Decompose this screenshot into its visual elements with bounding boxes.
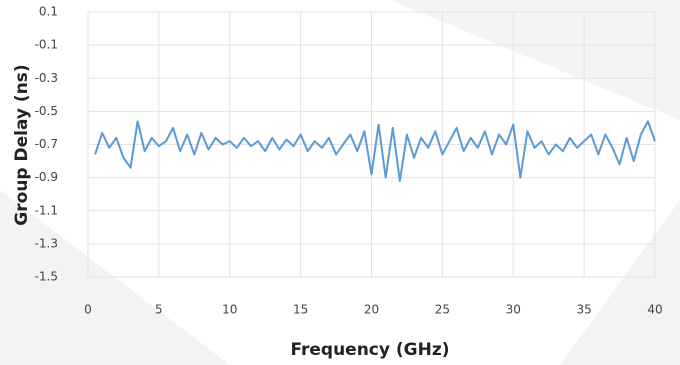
x-tick-label: 20: [364, 303, 379, 317]
x-tick-label: 10: [222, 303, 237, 317]
y-tick-label: -0.9: [35, 170, 58, 184]
x-tick-label: 5: [155, 303, 163, 317]
y-tick-label: -0.1: [35, 38, 58, 52]
y-tick-label: -1.3: [35, 236, 58, 250]
x-tick-label: 40: [647, 303, 662, 317]
y-tick-label: -0.3: [35, 71, 58, 85]
y-tick-label: -0.7: [35, 137, 58, 151]
background-shape: [250, 0, 680, 120]
y-tick-label: 0.1: [39, 5, 58, 19]
y-tick-label: -0.5: [35, 104, 58, 118]
y-tick-label: -1.5: [35, 270, 58, 284]
x-tick-label: 15: [293, 303, 308, 317]
background-shape: [560, 200, 680, 365]
x-axis-title: Frequency (GHz): [290, 340, 449, 360]
x-tick-label: 35: [576, 303, 591, 317]
y-tick-label: -1.1: [35, 203, 58, 217]
y-axis-title: Group Delay (ns): [12, 64, 32, 225]
x-tick-label: 0: [84, 303, 92, 317]
data-line: [94, 120, 656, 182]
x-tick-label: 30: [506, 303, 521, 317]
x-tick-label: 25: [435, 303, 450, 317]
